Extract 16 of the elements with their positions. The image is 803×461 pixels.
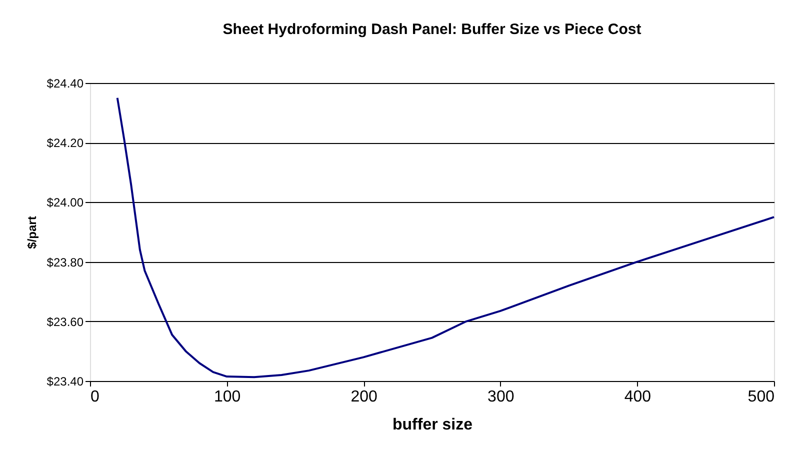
x-tick-label: 300 xyxy=(488,388,514,406)
x-tick-label: 0 xyxy=(90,388,100,406)
y-tick-label: $23.60 xyxy=(46,314,84,329)
x-tick-label: 500 xyxy=(748,388,775,406)
x-tick-label: 400 xyxy=(624,388,652,406)
y-tick-label: $23.80 xyxy=(46,255,84,270)
x-tick-label: 100 xyxy=(214,388,241,406)
chart-title: Sheet Hydroforming Dash Panel: Buffer Size vs Piece Cost xyxy=(222,21,642,38)
y-tick-label: $24.40 xyxy=(46,76,84,90)
x-tick-label: 200 xyxy=(350,388,378,406)
y-tick-label: $23.40 xyxy=(46,374,84,388)
y-tick-label: $24.20 xyxy=(46,136,84,150)
y-tick-label: $24.00 xyxy=(46,196,84,210)
line-series xyxy=(116,96,775,378)
x-axis-title: buffer size xyxy=(392,416,473,434)
y-axis-title: $/part xyxy=(24,216,39,249)
